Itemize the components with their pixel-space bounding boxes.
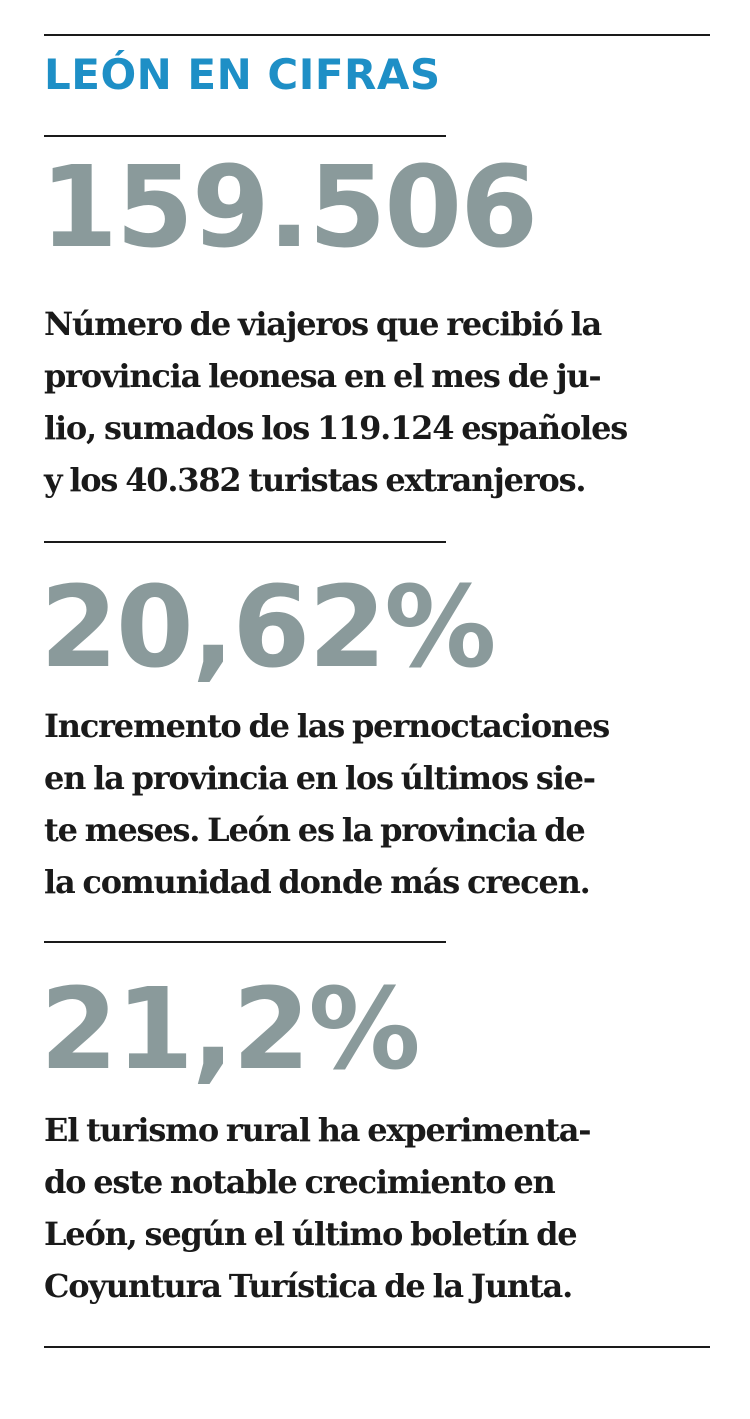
description-line: y los 40.382 turistas extranjeros. [44,461,587,499]
stat-figure: 159.506 [40,143,538,273]
description-line: provincia leonesa en el mes de ju- [44,357,602,395]
stat-description: Incremento de las pernoctaciones en la p… [44,700,714,908]
stat-figure: 20,62% [40,563,496,693]
stat-divider [44,135,446,137]
description-line: El turismo rural ha experimenta- [44,1111,592,1149]
description-line: León, según el último boletín de [44,1215,578,1253]
description-line: lio, sumados los 119.124 españoles [44,409,628,447]
description-line: en la provincia en los últimos sie- [44,759,596,797]
stat-divider [44,541,446,543]
top-divider [44,34,710,36]
description-line: Coyuntura Turística de la Junta. [44,1267,573,1305]
stat-description: Número de viajeros que recibió la provin… [44,298,714,506]
description-line: do este notable crecimiento en [44,1163,556,1201]
stat-description: El turismo rural ha experimenta- do este… [44,1104,714,1312]
description-line: te meses. León es la provincia de [44,811,586,849]
description-line: Incremento de las pernoctaciones [44,707,610,745]
bottom-divider [44,1346,710,1348]
description-line: la comunidad donde más crecen. [44,863,591,901]
stat-figure: 21,2% [40,965,421,1095]
description-line: Número de viajeros que recibió la [44,305,602,343]
section-title: LEÓN EN CIFRAS [44,50,441,99]
stat-divider [44,941,446,943]
